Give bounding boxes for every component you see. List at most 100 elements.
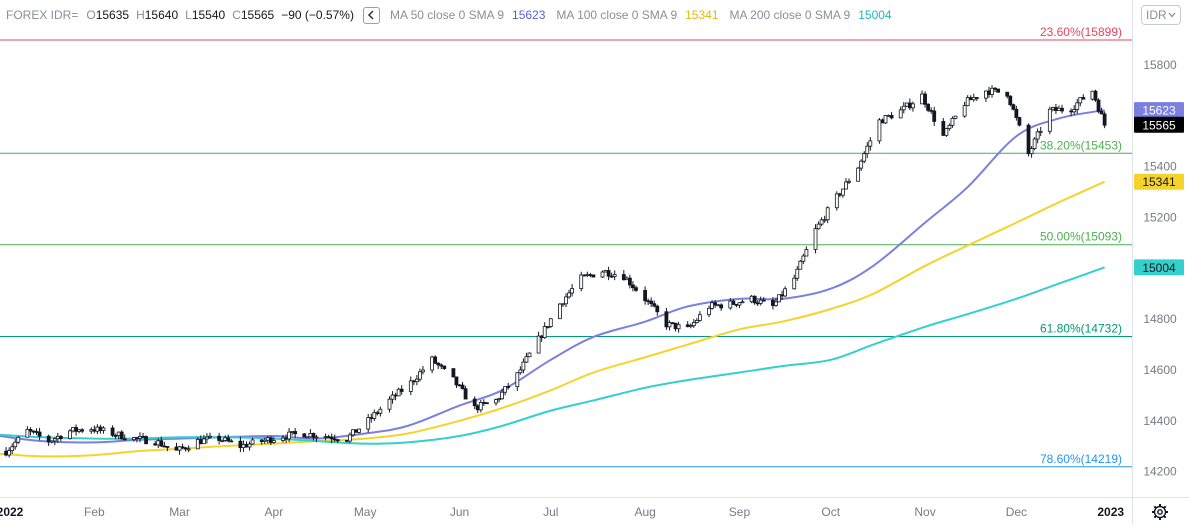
price-candle: [180, 443, 185, 450]
price-candle: [603, 269, 608, 273]
price-candle: [588, 272, 593, 278]
candle-body: [813, 228, 818, 250]
price-candle: [503, 386, 508, 396]
candle-body: [901, 105, 906, 111]
candle-body: [37, 431, 42, 437]
x-tick-label: Apr: [265, 505, 284, 519]
candle-body: [1008, 95, 1013, 106]
candle-body: [293, 431, 298, 435]
candle-body: [244, 444, 249, 448]
candle-body: [1017, 117, 1022, 126]
candle-body: [71, 427, 75, 432]
candle-body: [771, 299, 775, 306]
price-candle: [904, 102, 909, 108]
price-candle: [326, 434, 331, 439]
candle-body: [4, 450, 8, 456]
price-candle: [1096, 98, 1101, 114]
fib-level-label: 23.60%(15899): [1040, 25, 1122, 39]
candle-body: [734, 303, 739, 306]
candle-body: [503, 386, 508, 393]
price-candle: [962, 101, 967, 118]
candle-body: [898, 109, 903, 119]
price-candle: [454, 376, 459, 389]
ma100-value: 15341: [685, 8, 719, 22]
price-candle: [740, 299, 745, 304]
ma100-label[interactable]: MA 100 close 0 SMA 9: [556, 8, 678, 22]
candle-body: [1026, 124, 1031, 155]
price-candle: [734, 303, 739, 308]
candle-body: [7, 450, 12, 456]
price-candle: [752, 295, 757, 305]
price-candle: [217, 432, 221, 445]
candle-body: [1038, 130, 1043, 133]
ma200-label[interactable]: MA 200 close 0 SMA 9: [729, 8, 851, 22]
price-candle: [436, 362, 441, 370]
x-tick-label: Mar: [169, 505, 190, 519]
candle-body: [268, 437, 273, 443]
price-candle: [716, 304, 721, 307]
price-candle: [1078, 97, 1083, 107]
candle-body: [1011, 104, 1016, 110]
price-candle: [1008, 95, 1013, 107]
candle-body: [92, 429, 97, 432]
price-candle: [856, 166, 861, 182]
x-tick-label: Feb: [84, 505, 105, 519]
candle-body: [911, 103, 915, 109]
candle-body: [691, 322, 696, 326]
price-candle: [631, 281, 635, 292]
price-candle: [886, 114, 891, 117]
price-candle: [68, 428, 72, 440]
chart-settings-button[interactable]: [1150, 502, 1170, 522]
candle-body: [13, 441, 18, 448]
candle-body: [174, 446, 179, 451]
fib-level-label: 61.80%(14732): [1040, 321, 1122, 335]
price-candle: [898, 106, 903, 119]
candle-body: [798, 260, 803, 270]
candle-body: [305, 436, 310, 439]
collapse-legend-button[interactable]: [362, 6, 380, 24]
price-candle: [880, 118, 885, 124]
price-candle: [484, 402, 489, 405]
price-candle: [1005, 91, 1010, 99]
candle-body: [944, 128, 949, 136]
high-label: H: [136, 8, 145, 22]
price-candle: [241, 440, 246, 452]
candle-body: [886, 114, 891, 117]
low-value: 15540: [191, 8, 226, 22]
candle-body: [993, 87, 997, 90]
candle-body: [588, 274, 593, 277]
price-candle: [600, 270, 605, 278]
y-tick-label: 14800: [1143, 312, 1177, 326]
candle-body: [162, 445, 167, 448]
candle-body: [612, 274, 617, 277]
price-candle: [1102, 111, 1107, 129]
candle-body: [761, 299, 766, 302]
price-candle: [859, 159, 864, 172]
candle-body: [758, 299, 763, 304]
candle-body: [205, 436, 209, 440]
price-candle: [16, 436, 21, 444]
candle-body: [201, 438, 206, 445]
candle-body: [1005, 91, 1010, 97]
candle-body: [421, 369, 425, 373]
candle-body: [868, 140, 873, 147]
candle-body: [962, 105, 967, 117]
candle-body: [1057, 107, 1061, 111]
price-candle: [697, 311, 702, 322]
price-candle: [920, 90, 924, 105]
price-candle: [804, 246, 809, 257]
candle-body: [378, 408, 383, 414]
price-candle: [408, 376, 413, 396]
price-candle: [801, 253, 806, 265]
symbol-selector[interactable]: IDR: [1141, 5, 1181, 25]
candle-body: [399, 388, 404, 392]
price-candle: [311, 432, 316, 441]
price-candle: [609, 272, 614, 278]
price-candle: [628, 274, 632, 289]
ma50-label[interactable]: MA 50 close 0 SMA 9: [389, 8, 505, 22]
candle-body: [122, 438, 127, 441]
candle-body: [740, 301, 745, 304]
price-candle: [694, 318, 699, 324]
price-candle: [539, 334, 544, 342]
